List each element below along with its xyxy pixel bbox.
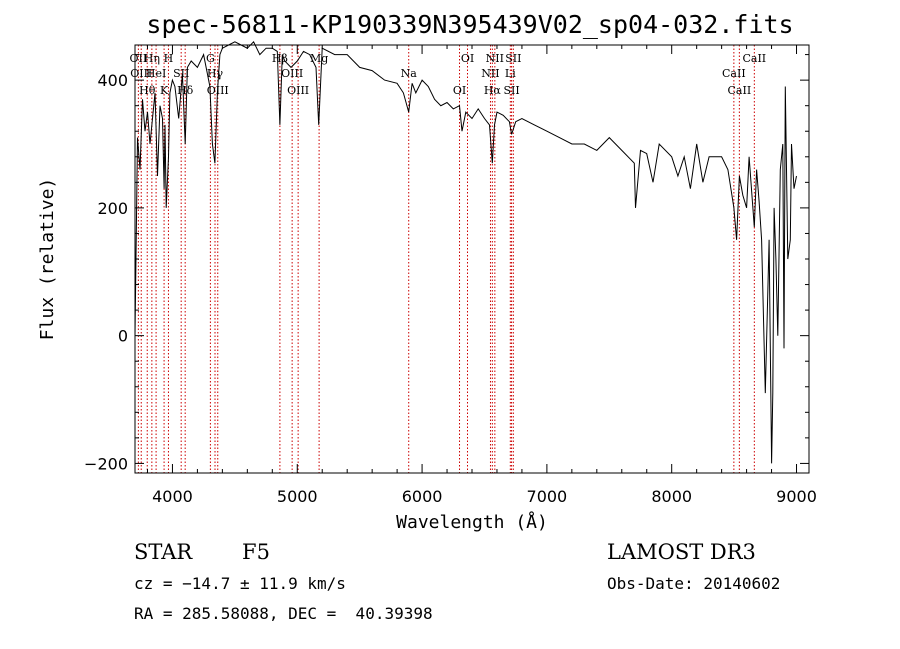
spectral-line-label: NII <box>481 67 499 80</box>
spectral-line-label: Hβ <box>272 52 288 65</box>
y-tick-label: 400 <box>97 71 128 90</box>
spectral-line-label: OIII <box>130 67 152 80</box>
survey-name: LAMOST DR3 <box>607 540 756 564</box>
spectral-line-label: Hδ <box>177 84 194 97</box>
x-tick-label: 8000 <box>651 487 692 506</box>
x-tick-label: 5000 <box>277 487 318 506</box>
spectral-line-label: OIII <box>287 84 309 97</box>
spectral-line-label: SII <box>503 84 519 97</box>
observation-date: Obs-Date: 20140602 <box>607 574 781 593</box>
spectral-line-label: CaII <box>722 67 746 80</box>
x-tick-label: 7000 <box>527 487 568 506</box>
x-tick-label: 4000 <box>152 487 193 506</box>
y-tick-label: 200 <box>97 199 128 218</box>
chart-title: spec-56811-KP190339N395439V02_sp04-032.f… <box>146 10 793 39</box>
spectral-line-labels: OIIOIIIHθHηHeIKHSIIHδGHγOIIIHβOIIIOIIIMg… <box>130 52 767 97</box>
spectral-line-label: NII <box>486 52 504 65</box>
x-axis-label: Wavelength (Å) <box>396 511 548 533</box>
spectral-line-label: SII <box>173 67 189 80</box>
spectral-line-label: OII <box>130 52 148 65</box>
object-subclass: F5 <box>242 540 270 564</box>
spectral-line-label: Hη <box>144 52 160 65</box>
spectral-line-label: CaII <box>728 84 752 97</box>
x-axis-ticks: 4000 5000 6000 7000 8000 9000 <box>146 45 817 506</box>
spectral-line-label: K <box>160 84 169 97</box>
object-class: STAR <box>134 540 193 564</box>
spectral-line-label: G <box>206 52 215 65</box>
spectral-line-label: HeI <box>146 67 166 80</box>
spectral-line-label: H <box>164 52 174 65</box>
x-tick-label: 9000 <box>776 487 817 506</box>
redshift-cz: cz = −14.7 ± 11.9 km/s <box>134 574 346 593</box>
spectrum-series-line <box>134 40 797 464</box>
y-tick-label: −200 <box>84 454 128 473</box>
spectral-line-label: CaII <box>742 52 766 65</box>
spectral-line-label: Mg <box>310 52 328 65</box>
spectral-line-label: SII <box>505 52 521 65</box>
coordinates: RA = 285.58088, DEC = 40.39398 <box>134 604 433 623</box>
spectral-line-label: Na <box>401 67 418 80</box>
spectral-line-label: Li <box>505 67 516 80</box>
spectral-line-label: OI <box>453 84 466 97</box>
spectral-line-label: OI <box>461 52 474 65</box>
y-axis-label: Flux (relative) <box>37 178 58 341</box>
spectral-line-label: Hγ <box>207 67 224 80</box>
y-tick-label: 0 <box>118 327 128 346</box>
plot-frame <box>134 44 810 474</box>
x-tick-label: 6000 <box>402 487 443 506</box>
spectral-line-label: Hα <box>484 84 502 97</box>
y-axis-ticks: −200 0 200 400 <box>84 54 809 473</box>
spectral-line-markers <box>137 45 755 473</box>
spectral-line-label: OIII <box>281 67 303 80</box>
spectral-line-label: Hθ <box>139 84 156 97</box>
